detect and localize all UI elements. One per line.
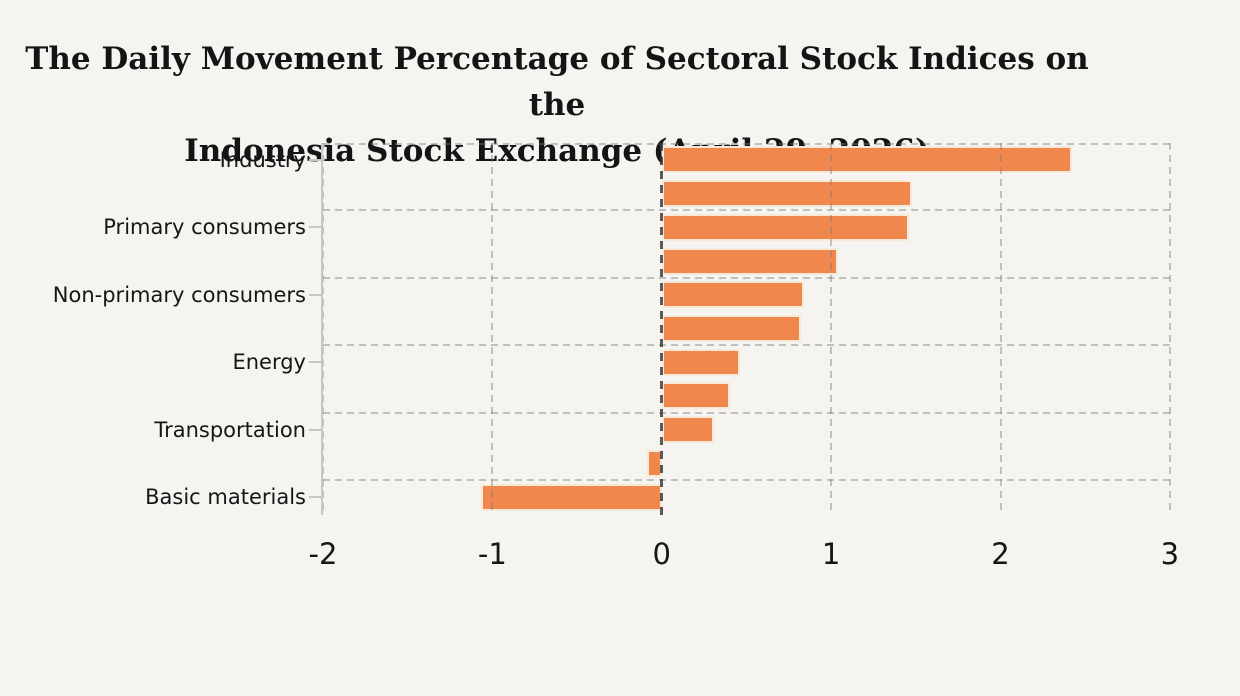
gridline-x-3	[1168, 143, 1171, 515]
gridline-x--1	[491, 143, 494, 515]
x-tick-label--2: -2	[308, 537, 338, 571]
bar-industry	[661, 146, 1072, 174]
y-label-basic-materials: Basic materials	[145, 485, 306, 510]
y-label-industry: Industry	[219, 147, 306, 172]
bar-non-primary-consumers	[661, 281, 805, 309]
bar-primary-consumers	[661, 213, 910, 241]
y-label-transportation: Transportation	[154, 417, 306, 442]
plot-area	[321, 143, 1175, 515]
y-tick-4	[309, 293, 323, 296]
bar-transportation	[661, 416, 715, 444]
x-tick-label--1: -1	[477, 537, 507, 571]
y-tick-8	[309, 428, 323, 431]
zero-line	[660, 143, 664, 515]
gridline-y-4	[323, 276, 1175, 279]
bar-energy	[661, 348, 740, 376]
y-axis-spine	[321, 143, 323, 515]
bar-basic-materials	[480, 483, 662, 511]
x-tick-label-3: 3	[1160, 537, 1180, 571]
y-label-energy: Energy	[232, 350, 306, 375]
x-tick-label-2: 2	[991, 537, 1010, 571]
x-tick-label-1: 1	[821, 537, 841, 571]
bar-unlabeled-1	[661, 180, 913, 208]
gridline-y-10	[323, 479, 1175, 482]
bar-unlabeled-7	[661, 382, 730, 410]
x-tick-label-0: 0	[652, 537, 671, 571]
gridline-x-2	[999, 143, 1002, 515]
gridline-y-8	[323, 411, 1175, 414]
y-label-non-primary-consumers: Non-primary consumers	[52, 282, 306, 307]
gridline-x--2	[322, 143, 324, 515]
y-tick-0	[309, 158, 323, 161]
chart-title-line1: The Daily Movement Percentage of Sectora…	[25, 41, 1089, 123]
gridline-y-2	[323, 209, 1175, 212]
y-tick-10	[309, 496, 323, 499]
y-tick-6	[309, 361, 323, 364]
y-label-primary-consumers: Primary consumers	[103, 215, 306, 240]
gridline-y-0	[323, 143, 1175, 145]
bar-unlabeled-3	[661, 247, 838, 275]
gridline-x-1	[830, 143, 833, 515]
y-tick-2	[309, 226, 323, 229]
bar-unlabeled-5	[661, 314, 801, 342]
gridline-y-6	[323, 344, 1175, 347]
